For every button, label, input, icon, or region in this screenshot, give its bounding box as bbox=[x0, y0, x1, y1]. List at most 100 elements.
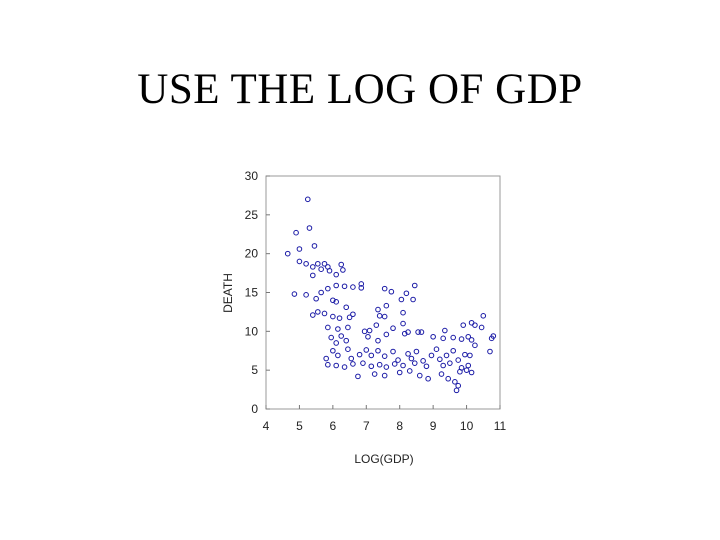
data-point bbox=[401, 330, 408, 337]
data-point bbox=[455, 357, 462, 363]
x-axis-title: LOG(GDP) bbox=[354, 452, 413, 466]
data-point bbox=[323, 355, 329, 362]
data-point bbox=[365, 333, 371, 340]
data-point bbox=[315, 309, 321, 315]
data-point bbox=[360, 360, 366, 366]
data-point bbox=[291, 291, 298, 297]
x-tick-label: 10 bbox=[460, 419, 474, 433]
data-point bbox=[330, 297, 336, 304]
data-point bbox=[406, 368, 413, 374]
data-point bbox=[463, 367, 470, 373]
data-point bbox=[413, 348, 420, 355]
data-point bbox=[338, 333, 345, 339]
y-tick-label: 25 bbox=[245, 208, 259, 222]
data-point bbox=[445, 375, 451, 382]
slide-title: USE THE LOG OF GDP bbox=[137, 66, 583, 113]
data-point bbox=[416, 372, 423, 379]
data-point bbox=[388, 288, 395, 295]
y-tick-label: 10 bbox=[245, 324, 259, 338]
data-point bbox=[306, 225, 313, 231]
data-point bbox=[346, 314, 353, 321]
data-point bbox=[400, 309, 406, 316]
data-point bbox=[450, 334, 457, 341]
data-point bbox=[356, 351, 363, 358]
data-point bbox=[293, 229, 299, 236]
data-point bbox=[405, 351, 411, 357]
data-point bbox=[462, 351, 468, 358]
data-point bbox=[447, 360, 453, 366]
data-point bbox=[373, 322, 380, 328]
data-point bbox=[311, 243, 318, 249]
data-point bbox=[383, 331, 390, 338]
data-point bbox=[405, 329, 411, 335]
data-point bbox=[336, 315, 343, 321]
y-tick-label: 0 bbox=[251, 402, 258, 416]
data-point bbox=[296, 246, 303, 252]
data-point bbox=[468, 369, 475, 376]
data-point bbox=[418, 329, 425, 335]
data-point bbox=[325, 324, 331, 331]
data-point bbox=[345, 346, 351, 352]
data-point bbox=[361, 328, 368, 335]
data-point bbox=[371, 371, 378, 377]
data-point bbox=[375, 347, 381, 354]
data-point bbox=[350, 361, 356, 367]
data-point bbox=[330, 313, 336, 320]
x-tick-label: 4 bbox=[263, 419, 270, 433]
data-point bbox=[310, 272, 316, 279]
data-point bbox=[420, 358, 426, 364]
data-point bbox=[345, 324, 351, 331]
data-point bbox=[326, 267, 333, 274]
data-point bbox=[343, 337, 350, 344]
x-axis: 4 5 6 7 8 9 10 11 bbox=[263, 405, 507, 433]
data-point bbox=[376, 361, 383, 368]
data-point bbox=[376, 313, 383, 319]
data-point bbox=[442, 327, 448, 334]
data-point bbox=[355, 373, 361, 380]
data-point bbox=[467, 352, 473, 359]
data-point bbox=[410, 296, 416, 303]
x-tick-label: 6 bbox=[330, 419, 337, 433]
data-point bbox=[366, 327, 373, 334]
data-point bbox=[341, 283, 348, 290]
data-point bbox=[325, 361, 331, 368]
data-point bbox=[457, 368, 463, 375]
data-point bbox=[458, 336, 465, 342]
data-point bbox=[333, 299, 340, 305]
data-point bbox=[313, 295, 319, 302]
data-point bbox=[381, 313, 388, 320]
data-point bbox=[333, 282, 340, 289]
data-point bbox=[443, 352, 450, 359]
data-point bbox=[403, 290, 410, 297]
data-point bbox=[423, 363, 430, 370]
data-point bbox=[453, 387, 460, 394]
data-point bbox=[368, 352, 375, 359]
data-point bbox=[440, 335, 446, 342]
data-point bbox=[450, 347, 457, 354]
data-point bbox=[381, 353, 388, 359]
data-point bbox=[303, 260, 309, 267]
data-point bbox=[433, 346, 440, 352]
data-point bbox=[328, 334, 334, 341]
data-point bbox=[490, 333, 497, 339]
data-point bbox=[350, 311, 356, 318]
data-point bbox=[396, 369, 403, 376]
data-point bbox=[335, 352, 341, 359]
data-point bbox=[437, 356, 443, 363]
x-tick-label: 9 bbox=[430, 419, 437, 433]
data-point bbox=[325, 285, 331, 292]
data-point bbox=[472, 322, 478, 328]
data-point bbox=[390, 325, 396, 332]
data-point bbox=[472, 342, 478, 349]
data-point bbox=[358, 285, 365, 291]
data-point bbox=[398, 296, 405, 303]
data-point bbox=[315, 260, 321, 267]
data-point bbox=[478, 324, 485, 331]
data-point bbox=[400, 320, 406, 327]
data-point bbox=[465, 333, 472, 340]
data-point bbox=[383, 364, 390, 370]
data-point bbox=[333, 362, 340, 369]
data-point bbox=[363, 347, 370, 353]
data-point bbox=[340, 267, 346, 273]
